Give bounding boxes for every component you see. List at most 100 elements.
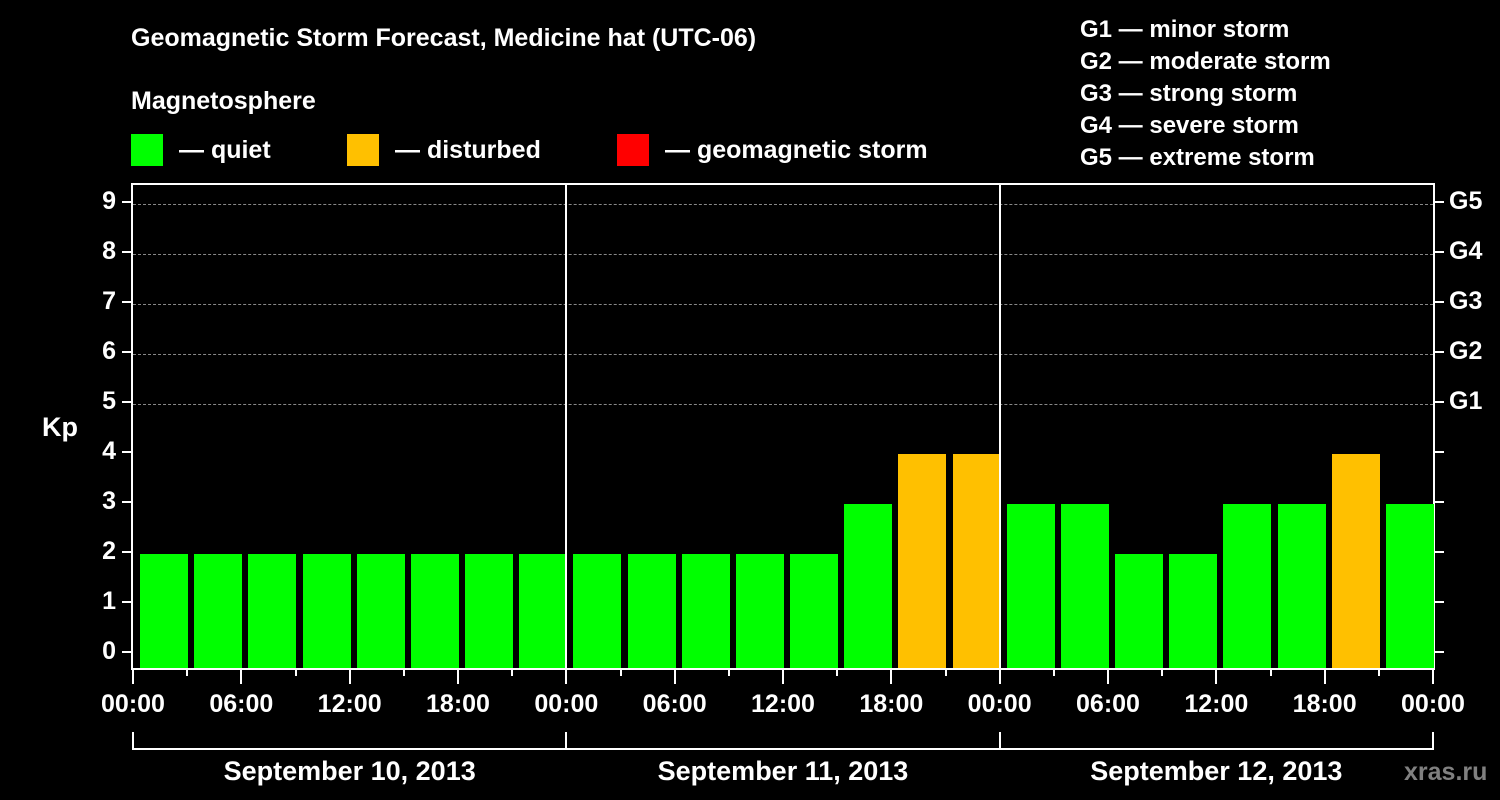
x-tick bbox=[1107, 668, 1109, 684]
y-tick-label: 0 bbox=[102, 637, 116, 665]
y-tick-label: 8 bbox=[102, 237, 116, 265]
y-tick bbox=[122, 401, 131, 403]
kp-bar bbox=[519, 554, 568, 668]
x-tick-label: 12:00 bbox=[1184, 690, 1249, 718]
right-tick bbox=[1435, 201, 1444, 203]
x-tick bbox=[836, 668, 839, 676]
kp-bar bbox=[1169, 554, 1218, 668]
right-tick bbox=[1435, 651, 1444, 653]
g2-legend: G2 — moderate storm bbox=[1080, 48, 1331, 75]
y-tick-label: 4 bbox=[102, 437, 116, 465]
y-tick bbox=[122, 501, 131, 503]
date-bracket bbox=[565, 732, 1001, 750]
y-tick bbox=[122, 251, 131, 253]
x-tick-label: 18:00 bbox=[1292, 690, 1357, 718]
disturbed-swatch bbox=[347, 134, 379, 166]
x-tick bbox=[1377, 668, 1380, 676]
y-axis-label: Kp bbox=[42, 412, 78, 442]
date-label: September 10, 2013 bbox=[223, 756, 476, 786]
y-tick bbox=[122, 201, 131, 203]
kp-bar bbox=[356, 554, 405, 668]
y-tick-label: 3 bbox=[102, 487, 116, 515]
watermark: xras.ru bbox=[1404, 758, 1488, 786]
right-tick bbox=[1435, 451, 1444, 453]
x-tick bbox=[1215, 668, 1218, 684]
gridline bbox=[133, 354, 1433, 355]
right-tick bbox=[1435, 401, 1444, 403]
x-tick bbox=[132, 668, 134, 684]
kp-bar bbox=[248, 554, 297, 668]
g-scale-legend: G1 — minor storm G2 — moderate storm G3 … bbox=[1080, 14, 1331, 174]
date-bracket bbox=[132, 732, 568, 750]
g-scale-label: G2 bbox=[1449, 337, 1483, 365]
kp-bar bbox=[1006, 504, 1055, 668]
kp-bar bbox=[194, 554, 243, 668]
legend-quiet: — quiet bbox=[131, 134, 271, 166]
y-tick-label: 5 bbox=[102, 387, 116, 415]
gridline bbox=[133, 304, 1433, 305]
g-scale-label: G3 bbox=[1449, 287, 1483, 315]
kp-bar bbox=[140, 554, 189, 668]
x-tick bbox=[240, 668, 243, 684]
x-tick bbox=[727, 668, 730, 676]
right-tick bbox=[1435, 351, 1444, 353]
x-tick bbox=[1432, 668, 1434, 684]
x-tick bbox=[1323, 668, 1326, 684]
x-tick-label: 12:00 bbox=[317, 690, 382, 718]
x-tick bbox=[511, 668, 514, 676]
x-tick-label: 18:00 bbox=[859, 690, 924, 718]
y-tick bbox=[122, 601, 131, 603]
x-tick bbox=[619, 668, 622, 676]
x-tick-label: 06:00 bbox=[1076, 690, 1140, 718]
kp-bar bbox=[1277, 504, 1326, 668]
x-tick bbox=[673, 668, 676, 684]
x-tick bbox=[1161, 668, 1164, 676]
kp-bar bbox=[573, 554, 622, 668]
y-tick-label: 9 bbox=[102, 187, 116, 215]
x-tick bbox=[348, 668, 351, 684]
kp-bar bbox=[952, 454, 1001, 668]
g-scale-label: G5 bbox=[1449, 187, 1483, 215]
y-tick bbox=[122, 351, 131, 353]
y-tick-label: 2 bbox=[102, 537, 116, 565]
date-bracket bbox=[998, 732, 1434, 750]
kp-bar bbox=[302, 554, 351, 668]
date-label: September 12, 2013 bbox=[1090, 756, 1343, 786]
kp-bar bbox=[1060, 504, 1109, 668]
g5-legend: G5 — extreme storm bbox=[1080, 144, 1315, 171]
kp-bar bbox=[1223, 504, 1272, 668]
legend-quiet-label: — quiet bbox=[179, 135, 271, 164]
date-label: September 11, 2013 bbox=[657, 756, 909, 786]
x-tick-label: 00:00 bbox=[967, 690, 1032, 718]
day-separator bbox=[998, 183, 1001, 668]
g4-legend: G4 — severe storm bbox=[1080, 112, 1299, 139]
g-scale-label: G4 bbox=[1449, 237, 1483, 265]
kp-bar bbox=[465, 554, 514, 668]
x-tick bbox=[402, 668, 405, 676]
right-tick bbox=[1435, 251, 1444, 253]
right-tick bbox=[1435, 301, 1444, 303]
day-separator bbox=[565, 183, 568, 668]
legend-disturbed: — disturbed bbox=[347, 134, 541, 166]
chart-title: Geomagnetic Storm Forecast, Medicine hat… bbox=[131, 24, 757, 52]
gridline bbox=[133, 204, 1433, 205]
legend-disturbed-label: — disturbed bbox=[395, 135, 541, 164]
kp-bar bbox=[735, 554, 784, 668]
g-scale-label: G1 bbox=[1449, 387, 1483, 415]
legend-subtitle: Magnetosphere bbox=[131, 87, 316, 115]
x-tick bbox=[186, 668, 189, 676]
gridline bbox=[133, 404, 1433, 405]
x-tick-label: 06:00 bbox=[209, 690, 274, 718]
kp-bar bbox=[1385, 504, 1434, 668]
right-tick bbox=[1435, 551, 1444, 553]
quiet-swatch bbox=[131, 134, 163, 166]
gridline bbox=[133, 254, 1433, 255]
kp-bar bbox=[1115, 554, 1164, 668]
x-tick bbox=[782, 668, 784, 684]
right-tick bbox=[1435, 501, 1444, 503]
x-tick bbox=[944, 668, 947, 676]
kp-bar bbox=[681, 554, 730, 668]
x-tick bbox=[998, 668, 1001, 684]
x-tick bbox=[565, 668, 568, 684]
legend-storm-label: — geomagnetic storm bbox=[665, 135, 928, 164]
